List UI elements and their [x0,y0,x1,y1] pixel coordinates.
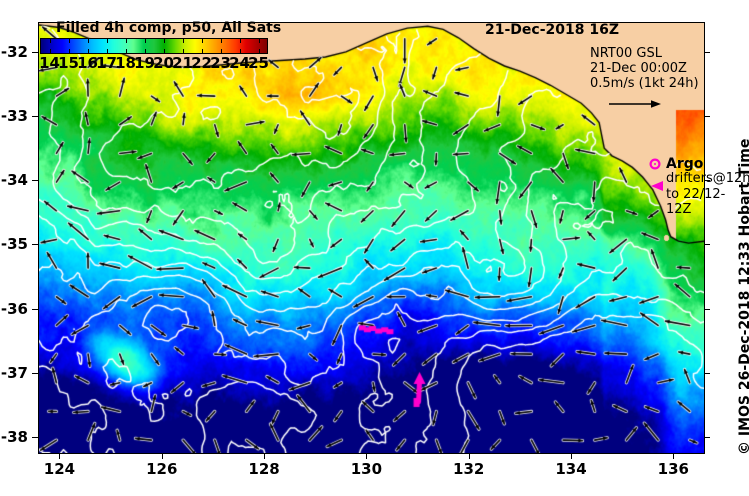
colorbar-tick [125,38,127,43]
colorbar-tick-label: 25 [248,54,269,72]
x-axis-label: 126 [146,460,178,478]
colorbar-tick-label: 24 [229,54,250,72]
x-axis-label: 136 [657,460,689,478]
y-axis-label: -33 [0,107,28,126]
colorbar-title: Filled 4h comp, p50, All Sats [56,20,282,36]
velocity-legend-line3: 0.5m/s (1kt 24h) [590,76,699,91]
colorbar-tick [239,38,241,43]
copyright-label: © IMOS 26-Dec-2018 12:33 Hobart Time [737,138,749,455]
x-axis-tick [571,453,572,459]
velocity-legend: NRT00 GSL 21-Dec 00:00Z 0.5m/s (1kt 24h) [590,46,699,91]
argo-circle-icon [649,158,661,170]
y-axis-label: -34 [0,171,28,190]
colorbar-gradient [40,38,268,54]
y-axis-tick-right [704,244,710,246]
colorbar-tick [87,49,89,54]
y-axis-tick [32,244,38,246]
colorbar-tick-label: 20 [153,54,174,72]
argo-legend-label: Argo [666,156,704,172]
y-axis-tick [32,436,38,438]
x-axis-label: 124 [43,460,76,478]
colorbar-tick [182,49,184,54]
x-axis-tick [161,453,163,459]
x-axis-label: 132 [453,460,485,478]
x-axis-tick [468,453,470,459]
y-axis-tick-right [704,308,710,310]
colorbar-tick [163,38,165,43]
colorbar-tick [163,49,165,54]
colorbar-tick [201,38,203,43]
colorbar-tick [220,38,222,43]
page-title: 21-Dec-2018 16Z [485,22,619,38]
colorbar-tick [49,38,51,43]
y-axis-label: -32 [0,42,28,61]
y-axis-label: -38 [0,427,28,446]
x-axis-label: 134 [555,460,587,478]
colorbar-tick [49,49,51,54]
y-axis-tick [32,116,38,118]
colorbar-tick-label: 15 [58,54,79,72]
y-axis-label: -37 [0,363,28,382]
colorbar-tick-labels: 14 15 16 17 18 19 20 21 22 23 24 25 [38,54,278,74]
y-axis-tick-right [704,116,710,118]
colorbar-tick [220,49,222,54]
colorbar-tick [68,38,70,43]
y-axis-tick-right [704,180,710,182]
colorbar-ticks [40,38,268,54]
x-axis-tick [366,453,368,459]
colorbar-tick [201,49,203,54]
colorbar-tick [106,38,108,43]
y-axis-label: -35 [0,235,28,254]
drifters-range-label: to 22/12-12Z [666,187,726,217]
y-axis-tick [32,372,38,374]
colorbar-tick [258,38,260,43]
colorbar-tick [144,49,146,54]
colorbar-tick [87,38,89,43]
y-axis-tick-right [704,436,710,438]
colorbar-tick-label: 23 [210,54,231,72]
colorbar-tick [68,49,70,54]
x-axis-label: 128 [248,460,280,478]
right-arrow-icon [609,100,661,108]
colorbar-tick-label: 14 [39,54,60,72]
colorbar-tick-label: 22 [191,54,212,72]
velocity-legend-line2: 21-Dec 00:00Z [590,61,687,76]
colorbar-tick [258,49,260,54]
y-axis-tick-right [704,372,710,374]
colorbar-tick [239,49,241,54]
colorbar-tick-label: 21 [172,54,193,72]
colorbar [40,38,268,54]
velocity-legend-line1: NRT00 GSL [590,46,662,61]
y-axis-label: -36 [0,299,28,318]
drifters-legend-label: drifters@12h [666,171,749,186]
colorbar-tick [106,49,108,54]
colorbar-tick-label: 17 [96,54,117,72]
map-plot-area[interactable] [38,22,705,454]
colorbar-tick [182,38,184,43]
x-axis-tick [673,453,675,459]
colorbar-tick-label: 19 [134,54,155,72]
colorbar-tick-label: 18 [115,54,136,72]
x-axis-tick [264,453,266,459]
colorbar-tick-label: 16 [77,54,98,72]
y-axis-tick-right [704,51,710,53]
colorbar-tick [125,49,127,54]
overlay-canvas [39,23,704,453]
y-axis-tick [32,308,38,310]
y-axis-tick [32,180,38,182]
colorbar-tick [144,38,146,43]
x-axis-tick [59,453,61,459]
y-axis-tick [32,51,38,53]
x-axis-label: 130 [350,460,383,478]
drifter-triangle-icon [651,181,663,191]
